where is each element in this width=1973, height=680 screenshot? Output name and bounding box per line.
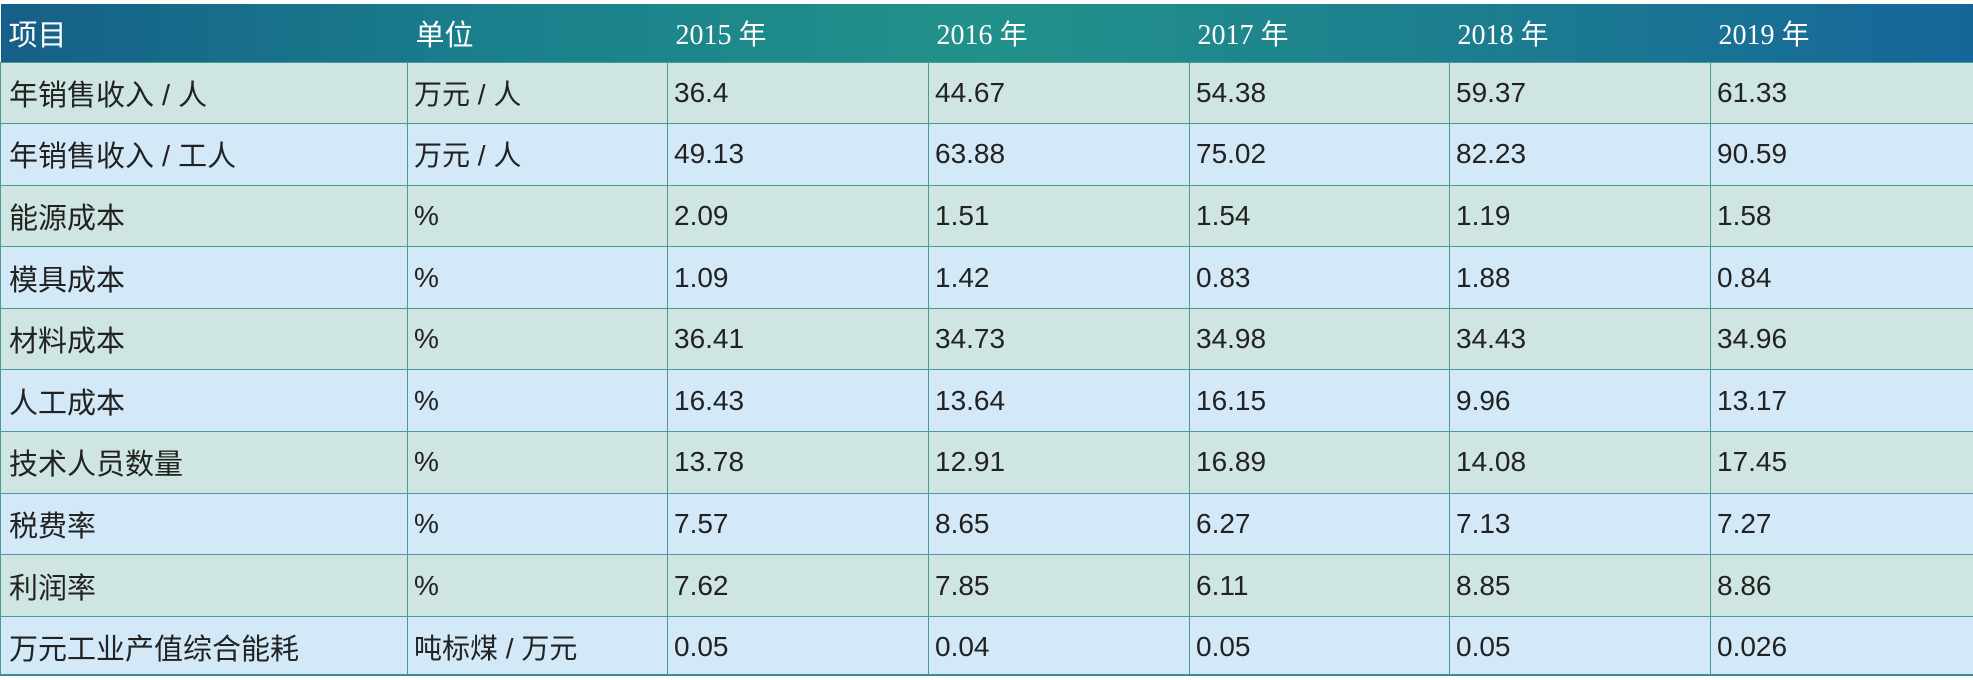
header-year: 2017 年 xyxy=(1197,19,1289,51)
value-cell: 1.09 xyxy=(667,246,929,309)
unit-cell: 吨标煤 / 万元 xyxy=(407,615,668,674)
header-year: 2018 年 xyxy=(1457,19,1549,51)
value-cell: 17.45 xyxy=(1710,431,1973,494)
value-cell: 34.73 xyxy=(928,307,1190,371)
value-cell: 1.58 xyxy=(1710,184,1973,248)
value-cell: 1.19 xyxy=(1449,184,1711,248)
value-cell: 1.88 xyxy=(1449,246,1711,309)
value-cell: 34.98 xyxy=(1189,307,1450,371)
value-cell: 0.84 xyxy=(1710,246,1973,309)
value-cell: 8.86 xyxy=(1710,554,1973,617)
unit-cell: % xyxy=(407,431,668,494)
value-cell: 1.54 xyxy=(1189,184,1450,248)
value-cell: 7.62 xyxy=(667,554,929,617)
header-item: 项目 xyxy=(8,19,67,52)
value-cell: 61.33 xyxy=(1710,61,1973,125)
table-row: 年销售收入 / 人万元 / 人 36.4 44.67 54.38 59.37 61.33 xyxy=(0,61,1973,125)
value-cell: 13.78 xyxy=(667,431,929,494)
value-cell: 54.38 xyxy=(1189,61,1450,125)
table-header: 项目 单位 2015 年 2016 年 2017 年 2018 年 2019 年 xyxy=(0,4,1973,62)
value-cell: 36.4 xyxy=(667,61,929,125)
value-cell: 8.65 xyxy=(928,492,1190,556)
value-cell: 90.59 xyxy=(1710,123,1973,186)
metric-cell: 税费率 xyxy=(0,492,408,556)
metric-cell: 模具成本 xyxy=(0,246,408,309)
value-cell: 1.51 xyxy=(928,184,1190,248)
value-cell: 34.43 xyxy=(1449,307,1711,371)
metric-cell: 万元工业产值综合能耗 xyxy=(0,615,408,674)
header-year: 2016 年 xyxy=(936,19,1028,51)
metric-cell: 利润率 xyxy=(0,554,408,617)
unit-cell: 万元 / 人 xyxy=(407,123,668,186)
unit-cell: % xyxy=(407,184,668,248)
unit-cell: 万元 / 人 xyxy=(407,61,668,125)
metric-cell: 人工成本 xyxy=(0,369,408,433)
unit-cell: % xyxy=(407,307,668,371)
table-row: 材料成本% 36.41 34.73 34.98 34.43 34.96 xyxy=(0,307,1973,371)
table-row: 年销售收入 / 工人 万元 / 人 49.13 63.88 75.02 82.23 90.5… xyxy=(0,123,1973,186)
table-row: 税费率% 7.57 8.65 6.27 7.13 7.27 xyxy=(0,492,1973,556)
metric-cell: 年销售收入 / 工人 xyxy=(0,123,408,186)
table-row: 人工成本% 16.43 13.64 16.15 9.96 13.17 xyxy=(0,369,1973,433)
metric-cell: 能源成本 xyxy=(0,184,408,248)
value-cell: 63.88 xyxy=(928,123,1190,186)
table-row: 利润率% 7.62 7.85 6.11 8.85 8.86 xyxy=(0,554,1973,617)
value-cell: 2.09 xyxy=(667,184,929,248)
value-cell: 13.64 xyxy=(928,369,1190,433)
value-cell: 0.04 xyxy=(928,615,1190,674)
value-cell: 14.08 xyxy=(1449,431,1711,494)
value-cell: 49.13 xyxy=(667,123,929,186)
table-row: 能源成本% 2.09 1.51 1.54 1.19 1.58 xyxy=(0,184,1973,248)
header-unit: 单位 xyxy=(415,19,474,52)
value-cell: 0.026 xyxy=(1710,615,1973,674)
value-cell: 82.23 xyxy=(1449,123,1711,186)
value-cell: 0.05 xyxy=(667,615,929,674)
value-cell: 16.43 xyxy=(667,369,929,433)
value-cell: 59.37 xyxy=(1449,61,1711,125)
value-cell: 13.17 xyxy=(1710,369,1973,433)
unit-cell: % xyxy=(407,554,668,617)
value-cell: 6.11 xyxy=(1189,554,1450,617)
value-cell: 0.05 xyxy=(1189,615,1450,674)
value-cell: 8.85 xyxy=(1449,554,1711,617)
metric-cell: 年销售收入 / 人 xyxy=(0,61,408,125)
value-cell: 6.27 xyxy=(1189,492,1450,556)
value-cell: 16.89 xyxy=(1189,431,1450,494)
metric-cell: 材料成本 xyxy=(0,307,408,371)
value-cell: 9.96 xyxy=(1449,369,1711,433)
value-cell: 0.05 xyxy=(1449,615,1711,674)
header-year: 2015 年 xyxy=(675,19,767,51)
value-cell: 75.02 xyxy=(1189,123,1450,186)
value-cell: 16.15 xyxy=(1189,369,1450,433)
table-row: 万元工业产值综合能耗 吨标煤 / 万元 0.05 0.04 0.05 0.05 0.026 xyxy=(0,615,1973,674)
value-cell: 0.83 xyxy=(1189,246,1450,309)
value-cell: 36.41 xyxy=(667,307,929,371)
metric-cell: 技术人员数量 xyxy=(0,431,408,494)
table-row: 技术人员数量% 13.78 12.91 16.89 14.08 17.45 xyxy=(0,431,1973,494)
value-cell: 1.42 xyxy=(928,246,1190,309)
value-cell: 44.67 xyxy=(928,61,1190,125)
unit-cell: % xyxy=(407,492,668,556)
value-cell: 7.57 xyxy=(667,492,929,556)
data-table-container: 项目 单位 2015 年 2016 年 2017 年 2018 年 2019 年… xyxy=(0,4,1973,676)
table-row: 模具成本% 1.09 1.42 0.83 1.88 0.84 xyxy=(0,246,1973,309)
table-body: 年销售收入 / 人万元 / 人 36.4 44.67 54.38 59.37 61.33 年… xyxy=(0,61,1973,674)
value-cell: 7.85 xyxy=(928,554,1190,617)
value-cell: 7.27 xyxy=(1710,492,1973,556)
unit-cell: % xyxy=(407,369,668,433)
header-year: 2019 年 xyxy=(1718,19,1810,51)
unit-cell: % xyxy=(407,246,668,309)
value-cell: 12.91 xyxy=(928,431,1190,494)
value-cell: 34.96 xyxy=(1710,307,1973,371)
data-table: 项目 单位 2015 年 2016 年 2017 年 2018 年 2019 年… xyxy=(0,4,1973,674)
value-cell: 7.13 xyxy=(1449,492,1711,556)
header-row: 项目 单位 2015 年 2016 年 2017 年 2018 年 2019 年 xyxy=(0,4,1973,62)
